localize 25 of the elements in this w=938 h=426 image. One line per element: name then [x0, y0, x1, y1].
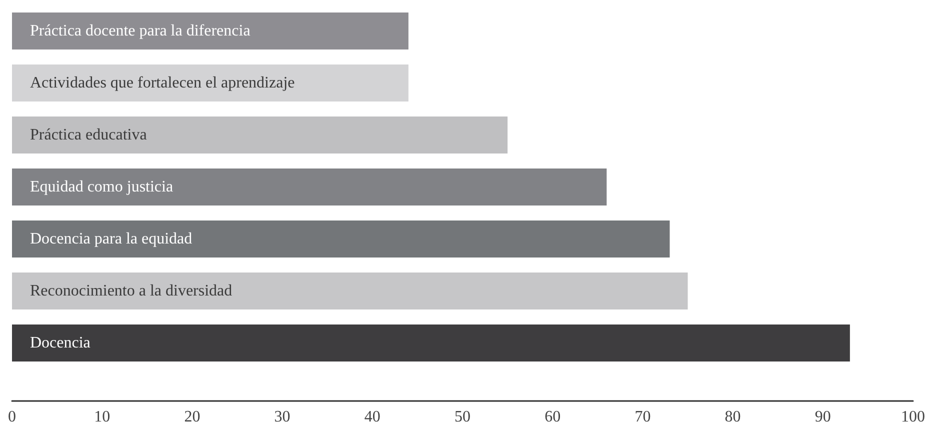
- y-tick-label: Actividades que fortalecen el aprendizaje: [30, 74, 295, 92]
- x-tick-label: 60: [544, 408, 561, 426]
- bar: [12, 220, 670, 258]
- y-tick-label: Equidad como justicia: [30, 178, 174, 196]
- x-tick-label: 100: [901, 408, 925, 426]
- x-tick-label: 80: [724, 408, 741, 426]
- y-tick-label: Docencia para la equidad: [30, 230, 192, 248]
- y-tick-label: Reconocimiento a la diversidad: [30, 282, 232, 300]
- bar: [12, 324, 850, 362]
- x-tick-label: 90: [814, 408, 831, 426]
- y-tick-label: Práctica docente para la diferencia: [30, 22, 250, 40]
- bar: [12, 12, 408, 50]
- x-tick-label: 30: [274, 408, 290, 426]
- bar: [12, 64, 408, 102]
- y-tick-label: Práctica educativa: [30, 126, 147, 144]
- x-tick-label: 20: [184, 408, 200, 426]
- x-tick-label: 50: [454, 408, 470, 426]
- x-tick-label: 40: [364, 408, 380, 426]
- bar: [12, 168, 607, 206]
- bar: [12, 116, 508, 154]
- x-tick-label: 70: [634, 408, 651, 426]
- y-tick-label: Docencia: [30, 334, 90, 352]
- x-tick-label: 0: [8, 408, 16, 426]
- x-tick-label: 10: [94, 408, 110, 426]
- bar: [12, 272, 688, 310]
